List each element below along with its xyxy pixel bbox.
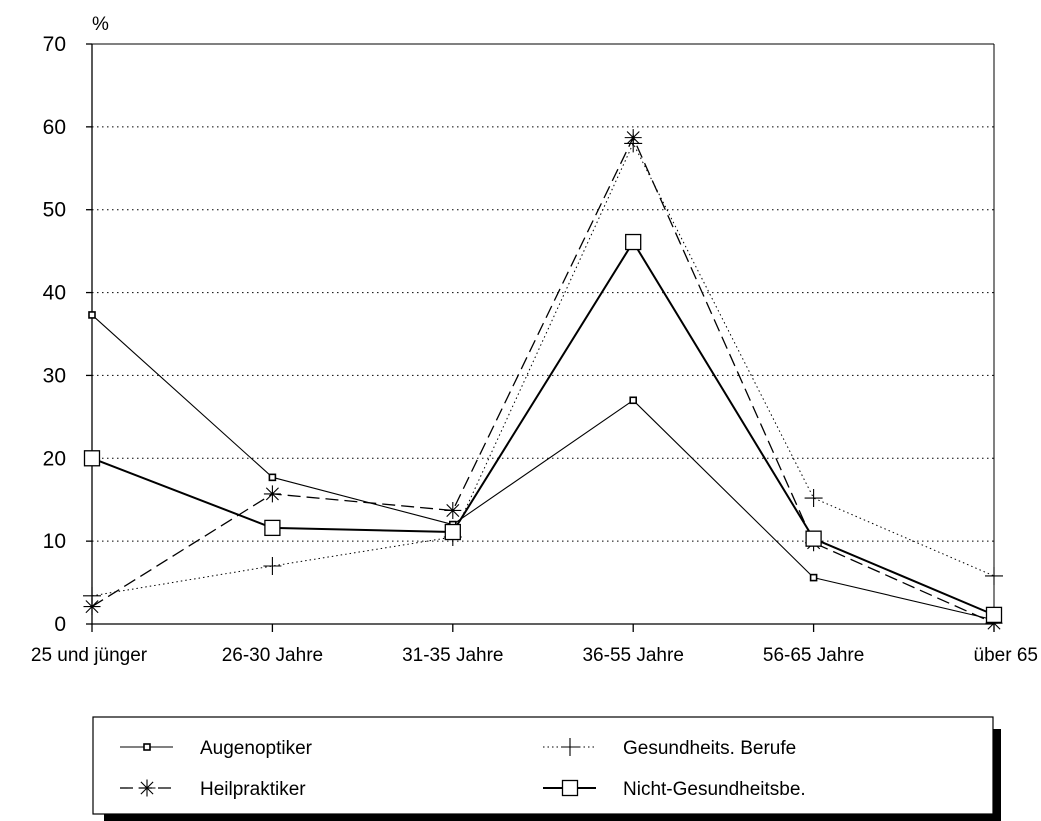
series-line bbox=[91, 142, 995, 597]
data-point-marker bbox=[264, 519, 281, 537]
axes: % 0 10 20 30 40 50 60 70 25 und jünger 26-30 Jahr… bbox=[31, 14, 1038, 666]
series-gesundheits-berufe bbox=[83, 134, 1003, 605]
x-tick-label: 31-35 Jahre bbox=[402, 645, 503, 666]
data-point-marker bbox=[629, 396, 638, 405]
data-point-marker bbox=[561, 738, 579, 756]
data-point-marker bbox=[143, 743, 151, 751]
series-nicht-gesundheitsbe bbox=[83, 233, 1003, 624]
series-lines bbox=[83, 129, 1003, 632]
data-point-marker bbox=[88, 311, 96, 319]
y-tick-label: 40 bbox=[43, 282, 66, 305]
data-point-marker bbox=[809, 573, 818, 582]
y-tick-label: 70 bbox=[43, 33, 66, 56]
legend-label: Gesundheits. Berufe bbox=[623, 738, 796, 759]
y-tick-label: 0 bbox=[54, 613, 66, 636]
series-line bbox=[91, 241, 995, 616]
legend-item: Gesundheits. Berufe bbox=[543, 738, 796, 759]
x-tick-label: über 65 bbox=[974, 645, 1038, 666]
data-point-marker bbox=[444, 523, 461, 541]
legend-label: Augenoptiker bbox=[200, 738, 313, 759]
legend-item: Augenoptiker bbox=[120, 738, 313, 759]
x-tick-label: 56-65 Jahre bbox=[763, 645, 864, 666]
series-line bbox=[91, 314, 995, 621]
x-tick-label: 26-30 Jahre bbox=[222, 645, 323, 666]
x-tick-label: 36-55 Jahre bbox=[582, 645, 683, 666]
data-point-marker bbox=[444, 501, 462, 519]
x-tick-label: 25 und jünger bbox=[31, 645, 148, 666]
data-point-marker bbox=[985, 614, 1003, 632]
legend-label: Nicht-Gesundheitsbe. bbox=[623, 779, 806, 800]
legend: Augenoptiker Heilpraktiker Gesundheits. Be… bbox=[92, 716, 1001, 821]
gridlines bbox=[92, 126, 994, 542]
legend-item: Heilpraktiker bbox=[120, 779, 306, 800]
series-line bbox=[91, 136, 995, 624]
data-point-marker bbox=[624, 129, 642, 147]
y-tick-label: 50 bbox=[43, 199, 66, 222]
legend-item: Nicht-Gesundheitsbe. bbox=[543, 779, 806, 800]
data-point-marker bbox=[805, 530, 822, 547]
data-point-marker bbox=[625, 233, 642, 251]
y-tick-label: 30 bbox=[43, 364, 66, 387]
data-point-marker bbox=[985, 606, 1003, 624]
y-tick-label: 10 bbox=[43, 530, 66, 553]
legend-label: Heilpraktiker bbox=[200, 779, 306, 800]
data-point-marker bbox=[985, 566, 1003, 585]
data-point-marker bbox=[804, 489, 823, 508]
data-point-marker bbox=[83, 598, 101, 616]
data-point-marker bbox=[561, 779, 579, 797]
y-tick-label: 20 bbox=[43, 447, 66, 470]
data-point-marker bbox=[83, 450, 101, 467]
series-heilpraktiker bbox=[83, 129, 1003, 632]
legend-box bbox=[92, 716, 994, 815]
y-axis-unit-label: % bbox=[92, 14, 109, 35]
series-augenoptiker bbox=[88, 311, 998, 624]
data-point-marker bbox=[138, 779, 156, 797]
y-tick-label: 60 bbox=[43, 116, 66, 139]
data-point-marker bbox=[268, 473, 277, 482]
data-point-marker bbox=[263, 557, 282, 575]
data-point-marker bbox=[263, 485, 281, 503]
